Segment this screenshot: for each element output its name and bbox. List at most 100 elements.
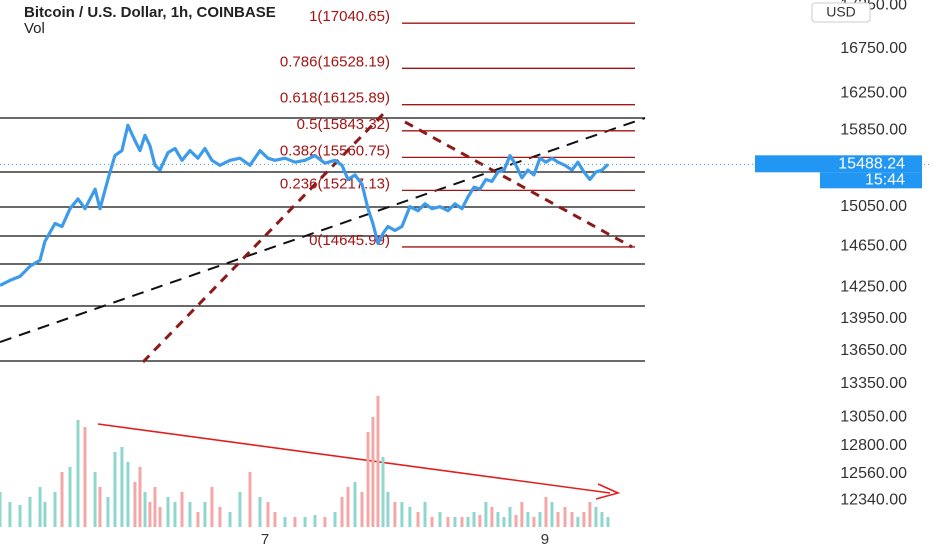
volume-bar [158, 507, 162, 527]
countdown-box [820, 172, 922, 189]
y-tick-label: 15850.00 [840, 121, 907, 138]
volume-bar [76, 420, 80, 527]
y-tick-label: 13950.00 [840, 310, 907, 327]
y-tick-label: 14650.00 [840, 238, 907, 255]
last-price-label: 15488.24 [838, 156, 905, 173]
volume-bar [453, 517, 457, 527]
volume-bar [68, 467, 72, 527]
y-tick-label: 13050.00 [840, 409, 907, 426]
drawn-levels [0, 117, 645, 362]
y-tick-label: 12800.00 [840, 437, 907, 454]
price-line [0, 123, 610, 287]
volume-bar [588, 502, 592, 527]
volume-bar [248, 472, 252, 527]
y-tick-label: 16250.00 [840, 85, 907, 102]
volume-bar [376, 396, 380, 527]
x-tick-label: 9 [541, 531, 549, 548]
volume-bar [508, 507, 512, 527]
volume-bar [371, 417, 375, 527]
volume-bar [53, 492, 57, 527]
volume-bar [430, 517, 434, 527]
volume-bar [258, 497, 262, 527]
volume-bar [340, 497, 344, 527]
volume-bar [544, 497, 548, 527]
volume-bar [8, 502, 12, 527]
volume-bar [138, 467, 142, 527]
volume-bar [60, 472, 64, 527]
y-tick-label: 12340.00 [840, 491, 907, 508]
fib-label: 0.618(16125.89) [280, 90, 390, 107]
volume-bar [38, 487, 42, 527]
volume-bar [18, 505, 22, 527]
fib-label: 0.382(15560.75) [280, 142, 390, 159]
fib-label: 0.236(15217.13) [280, 175, 390, 192]
volume-bar [83, 427, 87, 527]
volume-bar [446, 517, 450, 527]
y-tick-label: 13650.00 [840, 342, 907, 359]
volume-bar [400, 502, 404, 527]
volume-bar [393, 502, 397, 527]
volume-trend-arrow [595, 483, 621, 500]
volume-bar [313, 515, 317, 527]
y-tick-label: 13350.00 [840, 375, 907, 392]
volume-bar [478, 515, 482, 527]
volume-bar [218, 507, 222, 527]
volume-bar [113, 452, 117, 527]
volume-bar [238, 492, 242, 527]
volume-bar [416, 512, 420, 527]
volume-bar [438, 512, 442, 527]
volume-bar [143, 492, 147, 527]
volume-bar [563, 507, 567, 527]
volume-layer [0, 396, 610, 527]
volume-bar [153, 487, 157, 527]
volume-bar [532, 517, 536, 527]
volume-bar [386, 492, 390, 527]
chart-title: Bitcoin / U.S. Dollar, 1h, COINBASE [24, 4, 276, 21]
fib-label: 0(14645.99) [309, 232, 390, 249]
countdown-label: 15:44 [865, 172, 905, 189]
trend-line [0, 117, 646, 343]
volume-bar [366, 432, 370, 527]
volume-bar [188, 502, 192, 527]
volume-bar [333, 512, 337, 527]
y-tick-label: 12560.00 [840, 465, 907, 482]
x-tick-label: 7 [261, 531, 269, 548]
price-layer [0, 123, 932, 287]
volume-bar [514, 515, 518, 527]
volume-bar [273, 512, 277, 527]
volume-bar [303, 517, 307, 527]
currency[interactable]: USD [826, 4, 856, 20]
currency-box[interactable] [811, 2, 871, 23]
volume-bar [98, 487, 102, 527]
volume-bar [133, 482, 137, 527]
volume-bar [283, 517, 287, 527]
volume-bar [496, 512, 500, 527]
price-axis: 17250.0016750.0016250.0015850.0015050.00… [261, 0, 922, 548]
volume-bar [323, 517, 327, 527]
volume-bar [346, 487, 350, 527]
volume-bar [423, 502, 427, 527]
volume-bar [582, 512, 586, 527]
y-tick-label: 15050.00 [840, 198, 907, 215]
volume-bar [570, 512, 574, 527]
volume-bar [360, 492, 364, 527]
volume-bar [381, 457, 385, 527]
volume-bar [293, 517, 297, 527]
trend-line [404, 120, 633, 249]
volume-bar [484, 502, 488, 527]
volume-bar [210, 487, 214, 527]
fib-label: 0.786(16528.19) [280, 53, 390, 70]
volume-label: Vol [24, 20, 45, 37]
volume-bar [556, 512, 560, 527]
fib-label: 1(17040.65) [309, 8, 390, 25]
last-price-box [755, 155, 922, 173]
volume-bar [203, 502, 207, 527]
volume-bar [120, 447, 124, 527]
volume-bar [196, 512, 200, 527]
volume-bar [93, 472, 97, 527]
volume-bar [0, 492, 2, 527]
volume-bar [173, 502, 177, 527]
volume-bar [520, 502, 524, 527]
volume-bar [466, 517, 470, 527]
fib-label: 0.5(15843.32) [297, 116, 390, 133]
